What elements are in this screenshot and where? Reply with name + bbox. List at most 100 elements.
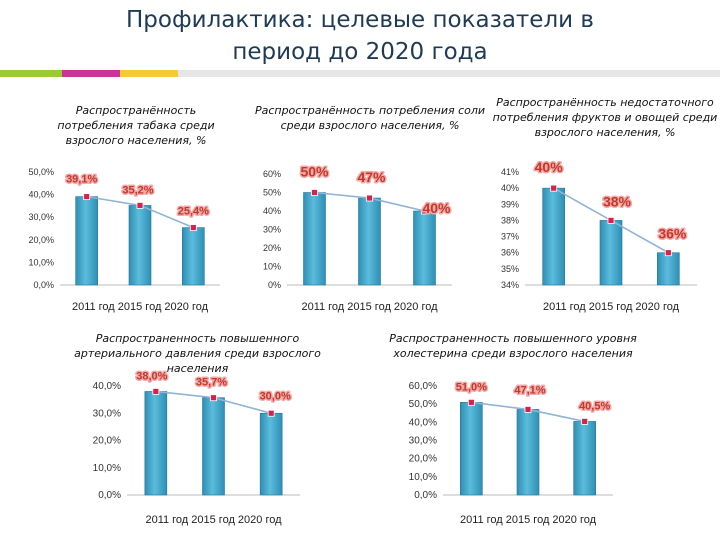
data-label-glow: 50% bbox=[300, 164, 329, 180]
chart-title-fruit-veg: Распространённость недостаточного потреб… bbox=[492, 96, 718, 139]
y-tick-label: 50,0% bbox=[28, 167, 54, 177]
y-tick-label: 20,0% bbox=[93, 436, 121, 447]
y-tick-label: 50% bbox=[263, 188, 281, 198]
page-title-line2: период до 2020 года bbox=[232, 39, 488, 65]
point-marker bbox=[136, 202, 144, 209]
bar-2020 bbox=[413, 210, 436, 286]
y-tick-label: 30,0% bbox=[409, 436, 437, 447]
data-label: 40% bbox=[422, 200, 451, 216]
chart-title-tobacco: Распространённость потребления табака ср… bbox=[57, 104, 215, 147]
y-tick-label: 35% bbox=[501, 264, 519, 274]
y-tick-label: 20,0% bbox=[409, 454, 437, 465]
x-axis-categories: 2011 год 2015 год 2020 год bbox=[460, 514, 597, 526]
y-tick-label: 36% bbox=[501, 248, 519, 258]
bar-2011 bbox=[303, 192, 326, 286]
data-label-glow: 38% bbox=[603, 193, 632, 209]
y-tick-label: 0,0% bbox=[414, 490, 437, 501]
data-label-glow: 39,1% bbox=[66, 174, 97, 186]
page-title: Профилактика: целевые показатели в перио… bbox=[60, 4, 660, 68]
bar-2011 bbox=[460, 402, 483, 496]
deco-bar-yellow bbox=[120, 70, 178, 77]
data-label-glow: 40,5% bbox=[579, 400, 610, 412]
data-label-glow: 35,7% bbox=[196, 377, 227, 389]
y-tick-label: 40,0% bbox=[93, 381, 121, 392]
point-marker bbox=[311, 189, 318, 196]
y-tick-label: 10,0% bbox=[409, 472, 437, 483]
bar-2020 bbox=[259, 412, 283, 496]
data-label-glow: 35,2% bbox=[122, 184, 153, 196]
point-marker bbox=[524, 406, 532, 413]
data-label: 35,7% bbox=[196, 377, 227, 389]
y-tick-label: 40% bbox=[263, 206, 281, 216]
data-label: 40% bbox=[535, 159, 564, 175]
point-marker bbox=[267, 409, 275, 417]
data-label: 38% bbox=[603, 193, 632, 209]
data-label-glow: 47,1% bbox=[514, 384, 545, 396]
bar-2011 bbox=[75, 196, 98, 286]
point-marker bbox=[189, 224, 197, 231]
bar-2015 bbox=[358, 197, 381, 286]
page-title-line1: Профилактика: целевые показатели в bbox=[126, 7, 594, 33]
point-marker bbox=[152, 388, 160, 395]
y-tick-label: 0,0% bbox=[98, 490, 121, 501]
point-marker bbox=[210, 394, 217, 402]
data-label-glow: 30,0% bbox=[260, 390, 291, 402]
data-label-glow: 25,4% bbox=[178, 206, 209, 218]
data-label: 47% bbox=[357, 169, 386, 185]
y-tick-label: 0,0% bbox=[33, 280, 54, 290]
point-marker bbox=[366, 194, 373, 202]
bar-2020 bbox=[182, 227, 205, 286]
bar-2011 bbox=[144, 391, 168, 496]
data-label-glow: 40% bbox=[535, 159, 564, 175]
y-tick-label: 20% bbox=[263, 243, 281, 253]
data-label: 25,4% bbox=[178, 206, 209, 218]
deco-bar-green bbox=[0, 70, 62, 77]
point-marker bbox=[664, 249, 672, 257]
data-label: 35,2% bbox=[122, 184, 153, 196]
data-label-glow: 38,0% bbox=[136, 370, 167, 382]
bar-2015 bbox=[599, 220, 623, 286]
data-label-glow: 51,0% bbox=[456, 381, 487, 393]
y-tick-label: 38% bbox=[501, 215, 519, 225]
y-tick-label: 20,0% bbox=[28, 235, 54, 245]
data-label: 40,5% bbox=[579, 400, 610, 412]
y-tick-label: 41% bbox=[501, 167, 519, 177]
x-axis-categories: 2011 год 2015 год 2020 год bbox=[145, 514, 282, 526]
y-tick-label: 37% bbox=[501, 232, 519, 242]
data-label-glow: 40% bbox=[422, 200, 451, 216]
y-tick-label: 30,0% bbox=[93, 408, 121, 419]
data-label: 38,0% bbox=[136, 370, 167, 382]
x-axis-categories: 2011 год 2015 год 2020 год bbox=[72, 301, 209, 313]
data-label: 51,0% bbox=[456, 381, 487, 393]
bar-2015 bbox=[128, 205, 152, 286]
y-tick-label: 39% bbox=[501, 199, 519, 209]
point-marker bbox=[421, 207, 428, 215]
data-label: 36% bbox=[658, 226, 687, 242]
y-tick-label: 40,0% bbox=[28, 190, 54, 200]
point-marker bbox=[581, 418, 589, 425]
y-tick-label: 50,0% bbox=[409, 399, 437, 410]
data-label: 50% bbox=[300, 164, 329, 180]
bar-2015 bbox=[516, 409, 540, 496]
x-axis-categories: 2011 год 2015 год 2020 год bbox=[301, 301, 438, 313]
point-marker bbox=[607, 217, 615, 224]
bar-2015 bbox=[202, 397, 225, 496]
bar-2011 bbox=[542, 187, 565, 286]
data-label-glow: 47% bbox=[357, 169, 386, 185]
deco-bar-gray bbox=[178, 70, 720, 77]
data-label: 30,0% bbox=[260, 390, 291, 402]
y-tick-label: 40,0% bbox=[409, 417, 437, 428]
bar-2020 bbox=[657, 252, 680, 286]
y-tick-label: 34% bbox=[501, 280, 519, 290]
y-tick-label: 60,0% bbox=[409, 381, 437, 392]
x-axis-categories: 2011 год 2015 год 2020 год bbox=[543, 301, 680, 313]
data-label: 39,1% bbox=[66, 174, 97, 186]
chart-title-salt: Распространённость потребления соли сред… bbox=[254, 104, 486, 132]
deco-bar-magenta bbox=[62, 70, 120, 77]
y-tick-label: 40% bbox=[501, 183, 519, 193]
y-tick-label: 30,0% bbox=[28, 212, 54, 222]
data-label: 47,1% bbox=[514, 384, 545, 396]
chart-title-blood-pressure: Распространенность повышенного артериаль… bbox=[74, 332, 321, 375]
y-tick-label: 30% bbox=[263, 225, 281, 235]
